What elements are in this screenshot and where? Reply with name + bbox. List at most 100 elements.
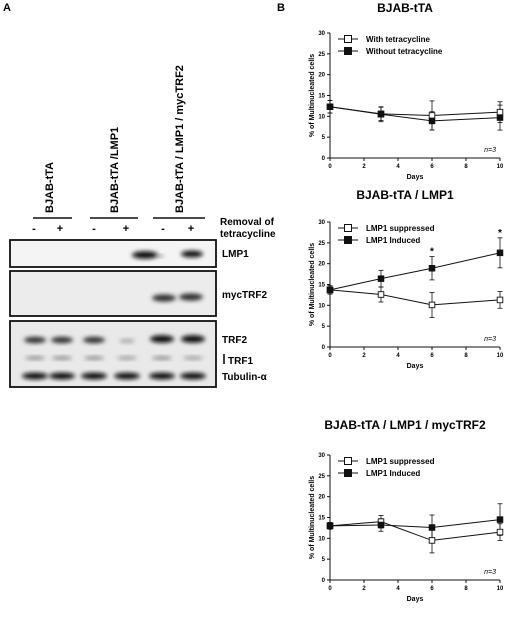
x-tick-label: 10 bbox=[497, 353, 504, 359]
data-point-2 bbox=[326, 103, 334, 110]
sample-size-note: n=3 bbox=[484, 336, 496, 343]
blot-label-trf2: TRF2 bbox=[222, 335, 247, 346]
x-tick-label: 10 bbox=[497, 586, 504, 592]
condition-label-line1: Removal of bbox=[220, 217, 275, 228]
x-tick-label: 2 bbox=[362, 164, 366, 170]
y-tick-label: 5 bbox=[322, 135, 326, 141]
y-tick-label: 20 bbox=[318, 495, 325, 501]
legend-marker-1 bbox=[344, 224, 352, 232]
y-tick-label: 15 bbox=[318, 516, 325, 522]
data-point-2 bbox=[377, 521, 385, 529]
x-tick-label: 10 bbox=[497, 164, 504, 170]
data-point-1 bbox=[496, 528, 504, 536]
lane-group-title-2: BJAB-tTA /LMP1 bbox=[109, 127, 121, 213]
y-tick-label: 30 bbox=[318, 31, 325, 37]
legend-entry-2: Without tetracycline bbox=[366, 47, 443, 56]
data-point-2 bbox=[326, 286, 334, 294]
sample-size-note: n=3 bbox=[484, 569, 496, 576]
data-point-1 bbox=[377, 291, 385, 298]
blot-label-myctrf2: mycTRF2 bbox=[222, 290, 267, 301]
series-line-1 bbox=[329, 289, 501, 306]
blot-trf2-trf1-tubulin bbox=[9, 320, 217, 388]
y-tick-label: 30 bbox=[318, 220, 325, 226]
x-axis-label: Days bbox=[407, 596, 424, 603]
series-line-1 bbox=[329, 521, 501, 541]
data-point-2 bbox=[326, 522, 334, 530]
sign-g3-plus: + bbox=[188, 223, 194, 235]
sign-g2-minus: - bbox=[92, 223, 96, 235]
y-tick-label: 15 bbox=[318, 283, 325, 289]
x-tick-label: 6 bbox=[430, 164, 434, 170]
legend-marker-2 bbox=[344, 469, 352, 477]
data-point-2 bbox=[496, 249, 504, 257]
data-point-2 bbox=[377, 110, 385, 118]
sign-g2-plus: + bbox=[123, 223, 129, 235]
sign-g1-minus: - bbox=[32, 223, 36, 235]
chart-1: BJAB-tTA 0 5 10 15 20 25 30 0 2 4 6 8 10 Days % of Mult… bbox=[309, 1, 504, 181]
legend-marker-1 bbox=[344, 35, 352, 43]
legend-entry-1: With tetracycline bbox=[366, 35, 430, 44]
x-axis-label: Days bbox=[407, 363, 424, 370]
series-line-2 bbox=[329, 252, 501, 291]
sign-g3-minus: - bbox=[161, 223, 165, 235]
chart-2: BJAB-tTA / LMP1 0 5 10 15 20 25 30 0 2 4 6 8 10 Days % … bbox=[309, 188, 504, 370]
x-tick-label: 2 bbox=[362, 353, 366, 359]
data-point-2 bbox=[428, 117, 436, 125]
legend-marker-2 bbox=[344, 47, 352, 55]
lane-group-title-1: BJAB-tTA bbox=[44, 162, 56, 213]
y-tick-label: 25 bbox=[318, 52, 325, 58]
y-tick-label: 5 bbox=[322, 324, 326, 330]
lane-group-title-3: BJAB-tTA / LMP1 / mycTRF2 bbox=[174, 65, 186, 213]
x-tick-label: 6 bbox=[430, 586, 434, 592]
x-tick-label: 0 bbox=[328, 353, 332, 359]
x-tick-label: 8 bbox=[464, 586, 468, 592]
y-tick-label: 10 bbox=[318, 303, 325, 309]
data-point-1 bbox=[428, 112, 436, 119]
data-point-2 bbox=[428, 265, 436, 272]
series-line-1 bbox=[329, 106, 501, 117]
y-tick-label: 10 bbox=[318, 114, 325, 120]
y-tick-label: 15 bbox=[318, 94, 325, 100]
x-tick-label: 8 bbox=[464, 353, 468, 359]
x-tick-label: 0 bbox=[328, 586, 332, 592]
y-axis-label: % of Multinucleated cells bbox=[309, 243, 316, 326]
blot-label-lmp1: LMP1 bbox=[222, 249, 249, 260]
x-axis-label: Days bbox=[407, 174, 424, 181]
y-tick-label: 10 bbox=[318, 536, 325, 542]
panel-a-letter: A bbox=[3, 2, 11, 14]
legend-entry-2: LMP1 Induced bbox=[366, 236, 420, 245]
y-tick-label: 25 bbox=[318, 241, 325, 247]
y-axis-label: % of Multinucleated cells bbox=[309, 476, 316, 559]
data-point-2 bbox=[496, 516, 504, 523]
significance-star: * bbox=[430, 247, 434, 258]
data-point-2 bbox=[428, 524, 436, 531]
y-axis-label: % of Multinucleated cells bbox=[309, 54, 316, 137]
y-tick-label: 25 bbox=[318, 474, 325, 480]
chart-title: BJAB-tTA / LMP1 / mycTRF2 bbox=[324, 418, 486, 432]
significance-star: * bbox=[498, 228, 502, 239]
y-tick-label: 5 bbox=[322, 557, 326, 563]
x-tick-label: 0 bbox=[328, 164, 332, 170]
data-point-1 bbox=[428, 537, 436, 544]
x-tick-label: 4 bbox=[396, 586, 400, 592]
data-point-1 bbox=[496, 108, 504, 116]
blot-myctrf2 bbox=[9, 270, 217, 317]
series-line-2 bbox=[329, 106, 501, 122]
panel-b-letter: B bbox=[277, 2, 285, 14]
data-point-1 bbox=[496, 296, 504, 304]
chart-title: BJAB-tTA / LMP1 bbox=[356, 188, 454, 202]
legend-marker-1 bbox=[344, 457, 352, 465]
condition-label-line2: tetracycline bbox=[220, 229, 276, 240]
legend-entry-1: LMP1 suppressed bbox=[366, 224, 435, 233]
blot-lmp1 bbox=[9, 239, 217, 268]
data-point-1 bbox=[428, 301, 436, 309]
y-tick-label: 0 bbox=[322, 578, 326, 584]
data-point-2 bbox=[496, 114, 504, 121]
blot-label-trf1: TRF1 bbox=[228, 356, 253, 367]
x-tick-label: 6 bbox=[430, 353, 434, 359]
legend-marker-2 bbox=[344, 236, 352, 244]
x-tick-label: 2 bbox=[362, 586, 366, 592]
data-point-2 bbox=[377, 275, 385, 282]
